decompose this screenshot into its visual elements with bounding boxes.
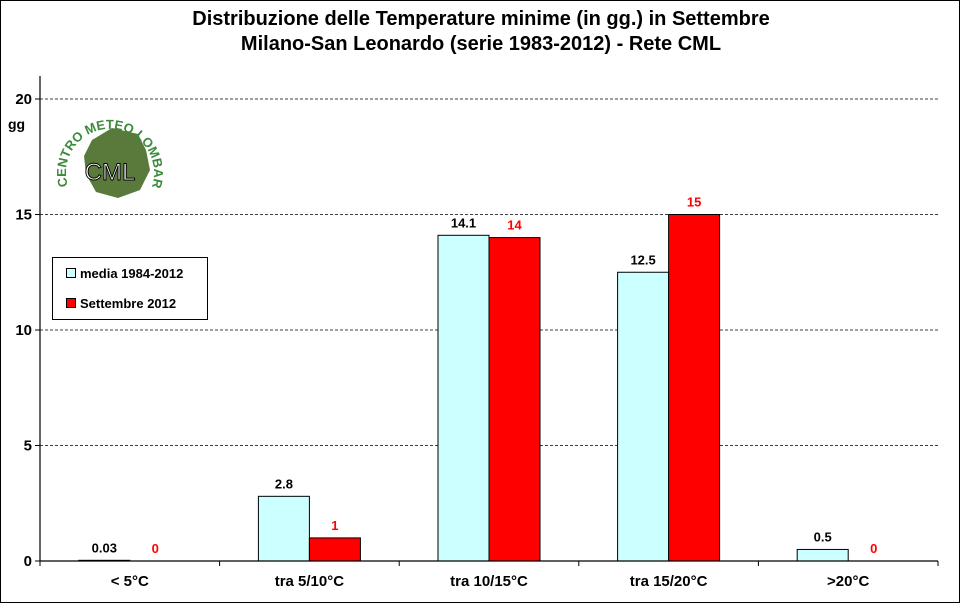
x-tick-label: tra 10/15°C xyxy=(450,573,528,590)
bar-settembre xyxy=(308,537,361,562)
x-tick-label: tra 15/20°C xyxy=(630,573,708,590)
data-label-settembre: 0 xyxy=(870,541,877,556)
legend-swatch-settembre xyxy=(66,298,76,308)
chart-title-line2: Milano-San Leonardo (serie 1983-2012) - … xyxy=(240,33,722,55)
data-label-settembre: 0 xyxy=(152,541,159,556)
data-label-media: 12.5 xyxy=(630,252,655,267)
y-tick-label: 0 xyxy=(24,553,32,570)
y-tick-label: 10 xyxy=(15,322,32,339)
legend-item-settembre: Settembre 2012 xyxy=(66,295,176,311)
bar-settembre xyxy=(488,237,541,562)
lombardy-region-shape xyxy=(84,128,150,198)
legend-item-media: media 1984-2012 xyxy=(66,265,183,281)
legend: media 1984-2012 Settembre 2012 xyxy=(52,257,208,320)
x-tick-label: < 5°C xyxy=(111,573,149,590)
bar-media xyxy=(437,234,490,562)
y-tick-label: 15 xyxy=(15,207,32,224)
legend-swatch-media xyxy=(66,268,76,278)
bar-media xyxy=(796,548,849,562)
x-tick-label: >20°C xyxy=(827,573,869,590)
data-label-settembre: 15 xyxy=(687,195,701,210)
bar-media xyxy=(617,271,670,562)
data-label-media: 14.1 xyxy=(451,215,476,230)
data-label-settembre: 14 xyxy=(507,218,522,233)
legend-label-settembre: Settembre 2012 xyxy=(80,295,177,311)
data-label-settembre: 1 xyxy=(331,518,338,533)
x-tick-label: tra 5/10°C xyxy=(275,573,345,590)
chart-title-line1: Distribuzione delle Temperature minime (… xyxy=(192,8,770,30)
y-axis-label: gg xyxy=(8,116,26,132)
data-label-media: 2.8 xyxy=(275,476,293,491)
bar-media xyxy=(257,495,310,562)
y-tick-label: 5 xyxy=(24,438,32,455)
data-label-media: 0.5 xyxy=(814,529,832,544)
data-label-media: 0.03 xyxy=(92,540,117,555)
legend-label-media: media 1984-2012 xyxy=(80,265,184,281)
bar-settembre xyxy=(668,214,721,562)
logo-center-text: CML xyxy=(85,159,136,186)
y-tick-label: 20 xyxy=(15,91,32,108)
